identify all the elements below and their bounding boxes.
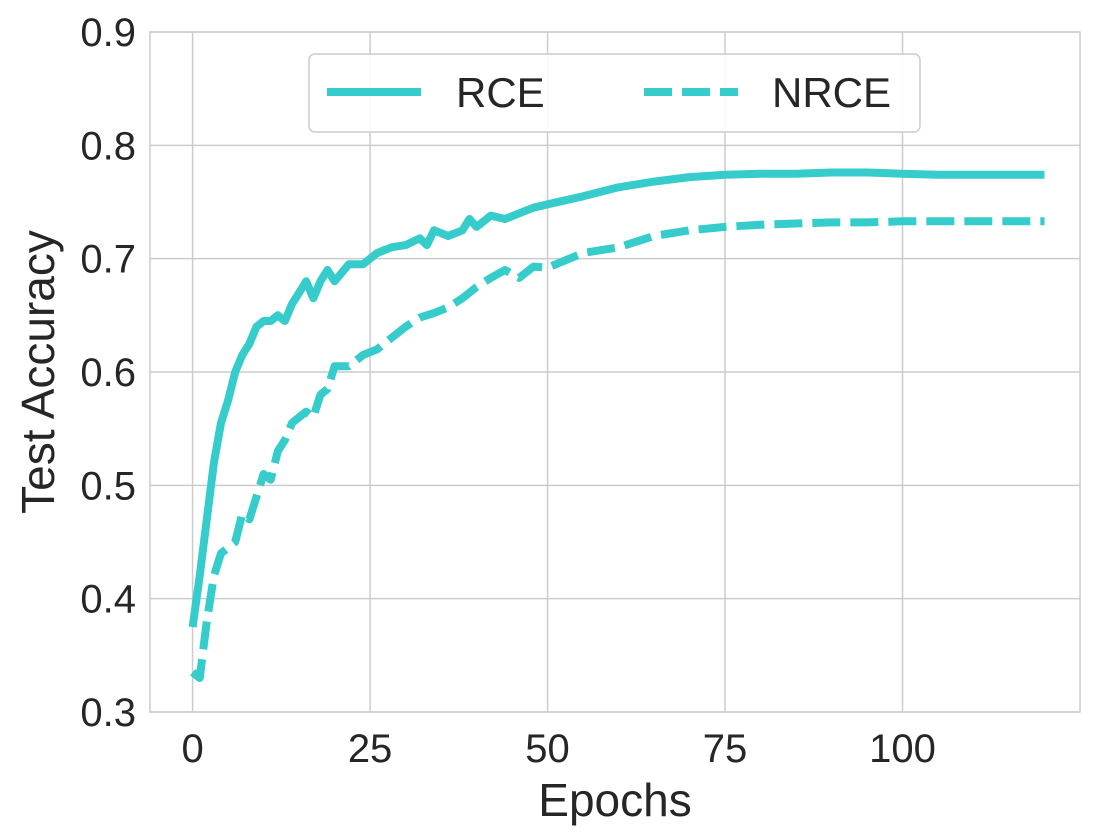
x-axis-label: Epochs: [538, 774, 691, 826]
y-tick-label: 0.3: [80, 691, 136, 735]
legend: RCE NRCE: [308, 53, 921, 133]
y-tick-label: 0.6: [80, 351, 136, 395]
y-axis-label: Test Accuracy: [12, 230, 64, 514]
y-tick-label: 0.8: [80, 124, 136, 168]
y-tick-label: 0.4: [80, 578, 136, 622]
y-tick-label: 0.7: [80, 238, 136, 282]
x-tick-label: 75: [703, 727, 748, 771]
x-tick-label: 0: [181, 727, 203, 771]
series-layer: [188, 168, 1045, 682]
legend-label-nrce: NRCE: [772, 69, 891, 116]
x-tick-label: 100: [869, 727, 936, 771]
series-line-rce: [188, 168, 1045, 628]
series-line-nrce: [190, 217, 1045, 682]
y-tick-label: 0.9: [80, 11, 136, 55]
tick-labels: 0 25 50 75 100 0.3 0.4 0.5 0.6 0.7 0.8 0.9: [80, 11, 936, 771]
legend-box: [308, 53, 921, 133]
x-tick-label: 25: [348, 727, 393, 771]
x-tick-label: 50: [525, 727, 570, 771]
legend-label-rce: RCE: [456, 69, 545, 116]
y-tick-label: 0.5: [80, 464, 136, 508]
